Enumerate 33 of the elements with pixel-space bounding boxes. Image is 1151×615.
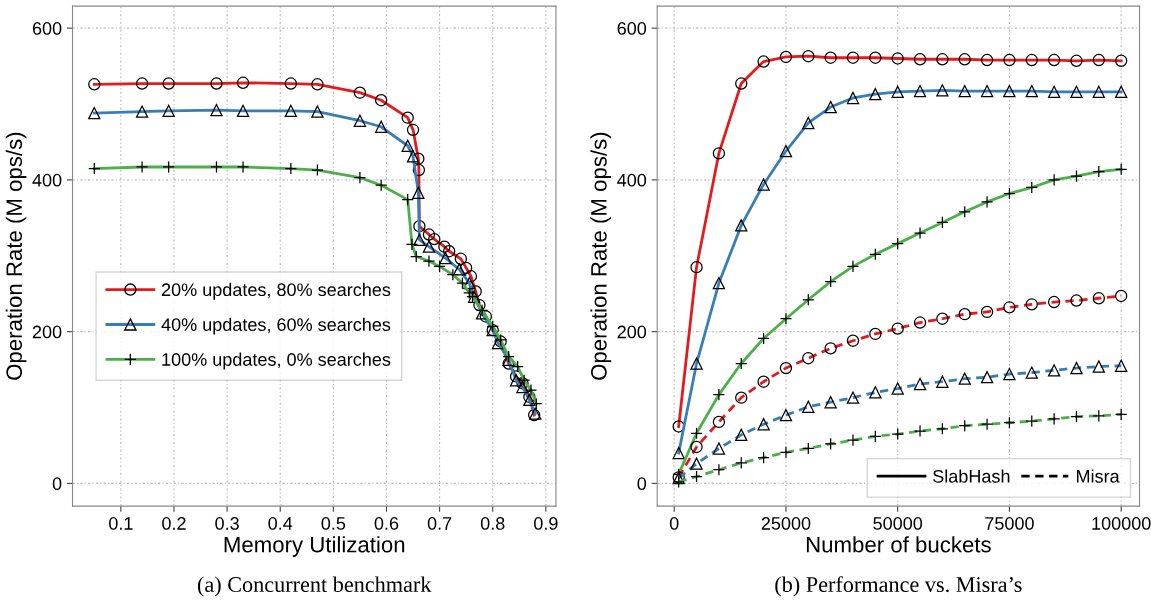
legend-label: 100% updates, 0% searches (162, 352, 391, 370)
y-tick-label: 0 (637, 477, 647, 491)
legend-label: 40% updates, 60% searches (161, 317, 391, 335)
y-tick-label: 600 (617, 22, 647, 35)
x-tick-label: 75000 (985, 517, 1034, 530)
y-axis-title: Operation Rate (M ops/s) (590, 132, 612, 380)
x-tick-label: 0.9 (534, 517, 558, 530)
y-tick-label: 400 (32, 173, 62, 187)
y-tick-label: 600 (32, 22, 62, 35)
y-tick-label: 200 (32, 325, 62, 339)
x-tick-label: 0.3 (215, 517, 239, 530)
legend-label: Misra (1076, 469, 1120, 483)
x-tick-label: 0.8 (480, 517, 505, 530)
y-axis-title: Operation Rate (M ops/s) (5, 132, 27, 380)
y-tick-label: 0 (52, 477, 62, 491)
x-axis-title: Number of buckets (806, 536, 991, 553)
x-tick-label: 50000 (873, 517, 923, 530)
x-tick-label: 0.7 (427, 517, 452, 530)
text: (a) Concurrent benchmark (197, 576, 432, 597)
x-tick-label: 25000 (761, 517, 811, 530)
x-axis-title: Memory Utilization (224, 536, 405, 557)
x-tick-label: 0.4 (268, 517, 293, 530)
x-tick-label: 0 (669, 517, 679, 530)
x-tick-label: 0.5 (321, 517, 346, 530)
y-tick-label: 200 (617, 325, 647, 339)
text: (b) Performance vs. Misra’s (775, 576, 1022, 597)
legend-label: 20% updates, 80% searches (161, 282, 391, 300)
x-tick-label: 0.2 (162, 517, 186, 530)
x-tick-label: 100000 (1092, 517, 1151, 530)
x-tick-label: 0.1 (109, 517, 133, 530)
legend-label: SlabHash (933, 469, 1010, 483)
x-tick-label: 0.6 (374, 517, 399, 530)
y-tick-label: 400 (617, 173, 647, 187)
